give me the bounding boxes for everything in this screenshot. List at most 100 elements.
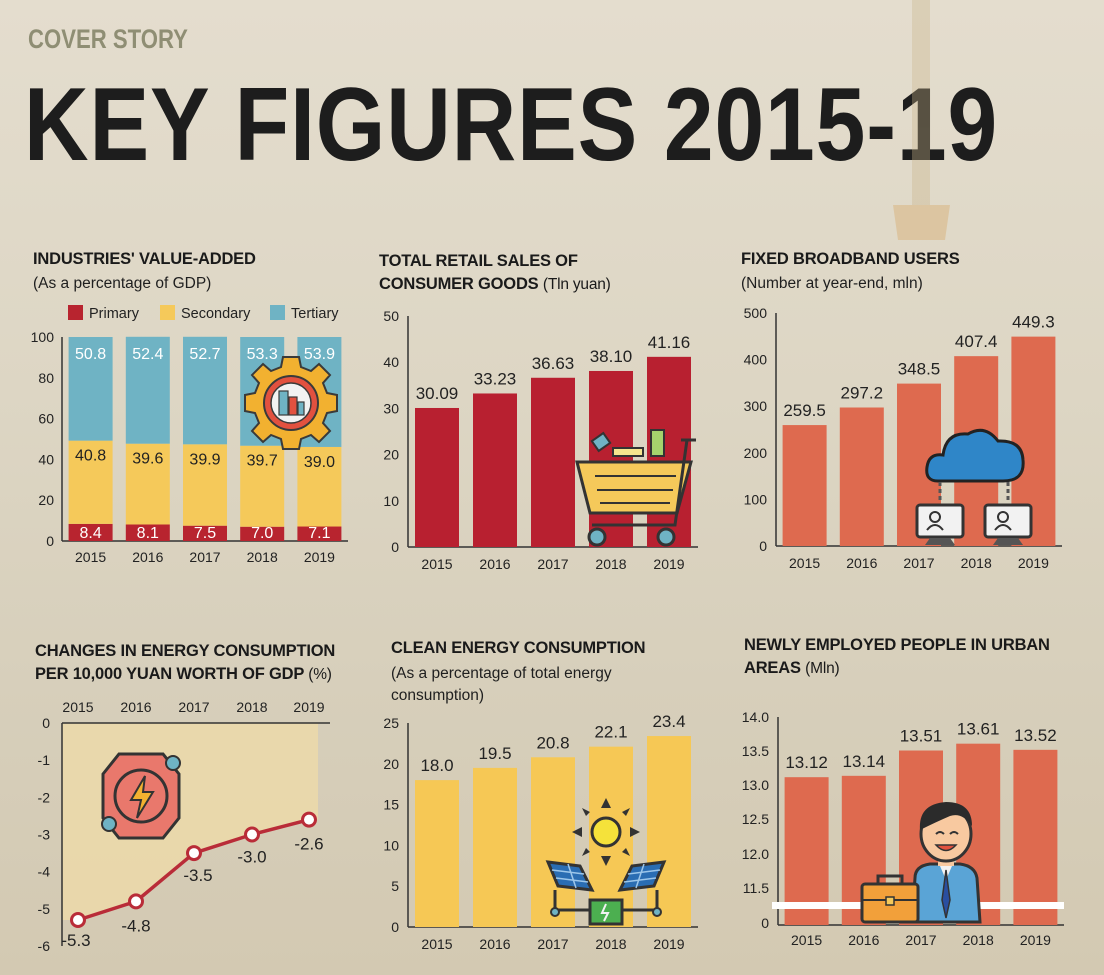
retail-ytick: 10	[383, 493, 399, 509]
industries-bar-primary	[183, 525, 227, 541]
clean-xtick: 2017	[537, 936, 568, 952]
retail-data-label: 36.63	[532, 354, 575, 373]
office-worker-icon	[860, 802, 982, 924]
energy-point	[70, 911, 86, 928]
solar-power-icon	[545, 798, 667, 926]
clean-subtitle-line1: (As a percentage of total energy	[391, 665, 612, 682]
retail-data-label: 30.09	[416, 384, 459, 403]
industries-bar-secondary	[183, 444, 227, 526]
clean-bar	[415, 780, 459, 927]
industries-ytick: 80	[38, 370, 54, 386]
employed-bar	[1013, 749, 1058, 925]
employed-xtick: 2017	[905, 932, 936, 948]
energy-xtick: 2018	[236, 699, 267, 715]
clean-ytick: 25	[383, 715, 399, 731]
energy-ytick: -2	[38, 789, 51, 805]
broadband-ytick: 200	[744, 445, 768, 461]
energy-data-label: -4.8	[121, 916, 150, 935]
clean-bar	[647, 736, 691, 927]
industries-data-label: 7.0	[251, 525, 273, 542]
energy-point	[244, 826, 260, 843]
broadband-data-label: 297.2	[841, 384, 884, 403]
legend-swatch-tertiary	[270, 305, 285, 320]
industries-xtick: 2016	[132, 549, 163, 565]
employed-ytick: 14.0	[742, 709, 769, 725]
energy-xtick: 2019	[293, 699, 324, 715]
broadband-data-label: 348.5	[898, 360, 941, 379]
industries-bar-secondary	[125, 443, 170, 525]
employed-xtick: 2016	[848, 932, 879, 948]
employed-xtick: 2019	[1020, 932, 1051, 948]
section-kicker: COVER STORY	[28, 24, 188, 54]
energy-point	[128, 893, 144, 910]
broadband-subtitle: (Number at year-end, mln)	[741, 275, 923, 292]
broadband-ytick: 300	[744, 398, 768, 414]
industries-bar-primary	[68, 523, 113, 541]
industries-xtick: 2019	[304, 549, 335, 565]
retail-bar	[415, 407, 459, 547]
retail-data-label: 41.16	[648, 333, 691, 352]
energy-area-fill	[62, 723, 318, 920]
clean-data-label: 18.0	[420, 756, 453, 775]
energy-ytick: -4	[38, 864, 51, 880]
industries-bar-tertiary	[68, 337, 113, 441]
employed-ytick: 13.5	[742, 743, 769, 759]
cloud-network-icon	[915, 428, 1033, 545]
retail-title: TOTAL RETAIL SALES OF CONSUMER GOODS (Tl…	[379, 250, 611, 296]
employed-data-label: 13.51	[900, 727, 943, 746]
retail-bar	[473, 393, 517, 547]
energy-title: CHANGES IN ENERGY CONSUMPTION PER 10,000…	[35, 640, 335, 686]
retail-xtick: 2016	[479, 556, 510, 572]
legend-swatch-secondary	[160, 305, 175, 320]
industries-data-label: 8.1	[137, 525, 159, 542]
industries-bar-secondary	[240, 445, 285, 527]
energy-point	[186, 845, 202, 862]
industries-bar-secondary	[68, 440, 113, 524]
chart-marks: 0204060801008.440.850.820158.139.652.420…	[31, 305, 1064, 954]
energy-data-label: -2.6	[294, 835, 323, 854]
retail-data-label: 38.10	[590, 347, 633, 366]
retail-title-line2: CONSUMER GOODS (Tln yuan)	[379, 273, 611, 296]
legend-label-primary: Primary	[89, 306, 140, 322]
industries-data-label: 53.3	[247, 346, 278, 363]
employed-xtick: 2015	[791, 932, 822, 948]
clean-title: CLEAN ENERGY CONSUMPTION	[391, 639, 646, 657]
industries-data-label: 7.5	[194, 525, 216, 542]
retail-ytick: 30	[383, 400, 399, 416]
clean-ytick: 20	[383, 756, 399, 772]
industries-data-label: 52.4	[132, 346, 163, 363]
industries-data-label: 50.8	[75, 346, 106, 363]
employed-data-label: 13.52	[1014, 726, 1057, 745]
broadband-xtick: 2017	[903, 555, 934, 571]
industries-bar-tertiary	[125, 336, 170, 444]
broadband-data-label: 259.5	[783, 401, 826, 420]
retail-ytick: 20	[383, 447, 399, 463]
employed-data-label: 13.12	[785, 753, 828, 772]
broadband-ytick: 100	[744, 491, 768, 507]
clean-data-label: 19.5	[478, 744, 511, 763]
retail-ytick: 0	[391, 539, 399, 555]
energy-title-line2-text: PER 10,000 YUAN WORTH OF GDP	[35, 665, 304, 683]
retail-xtick: 2019	[653, 556, 684, 572]
industries-subtitle: (As a percentage of GDP)	[33, 275, 212, 292]
retail-data-label: 33.23	[474, 369, 517, 388]
retail-bar	[531, 377, 575, 547]
retail-bar	[589, 370, 633, 547]
industries-ytick: 20	[38, 492, 54, 508]
legend-label-secondary: Secondary	[181, 306, 251, 322]
energy-ytick: -6	[38, 938, 51, 954]
clean-xtick: 2018	[595, 936, 626, 952]
energy-data-label: -3.5	[183, 866, 212, 885]
retail-unit: (Tln yuan)	[542, 276, 611, 293]
broadband-xtick: 2018	[961, 555, 992, 571]
clean-xtick: 2015	[421, 936, 452, 952]
employed-unit: (Mln)	[805, 660, 840, 677]
employed-ytick: 11.5	[743, 880, 769, 896]
retail-xtick: 2015	[421, 556, 452, 572]
clean-data-label: 23.4	[652, 712, 685, 731]
broadband-bar	[782, 425, 827, 546]
industries-ytick: 40	[38, 451, 54, 467]
energy-ytick: -1	[38, 752, 51, 768]
broadband-xtick: 2015	[789, 555, 820, 571]
